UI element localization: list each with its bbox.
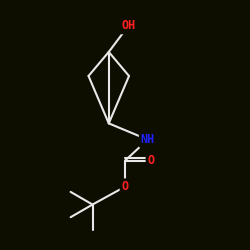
Text: OH: OH <box>121 20 135 32</box>
Text: O: O <box>122 180 128 193</box>
Text: NH: NH <box>140 133 155 146</box>
Text: O: O <box>148 154 154 167</box>
